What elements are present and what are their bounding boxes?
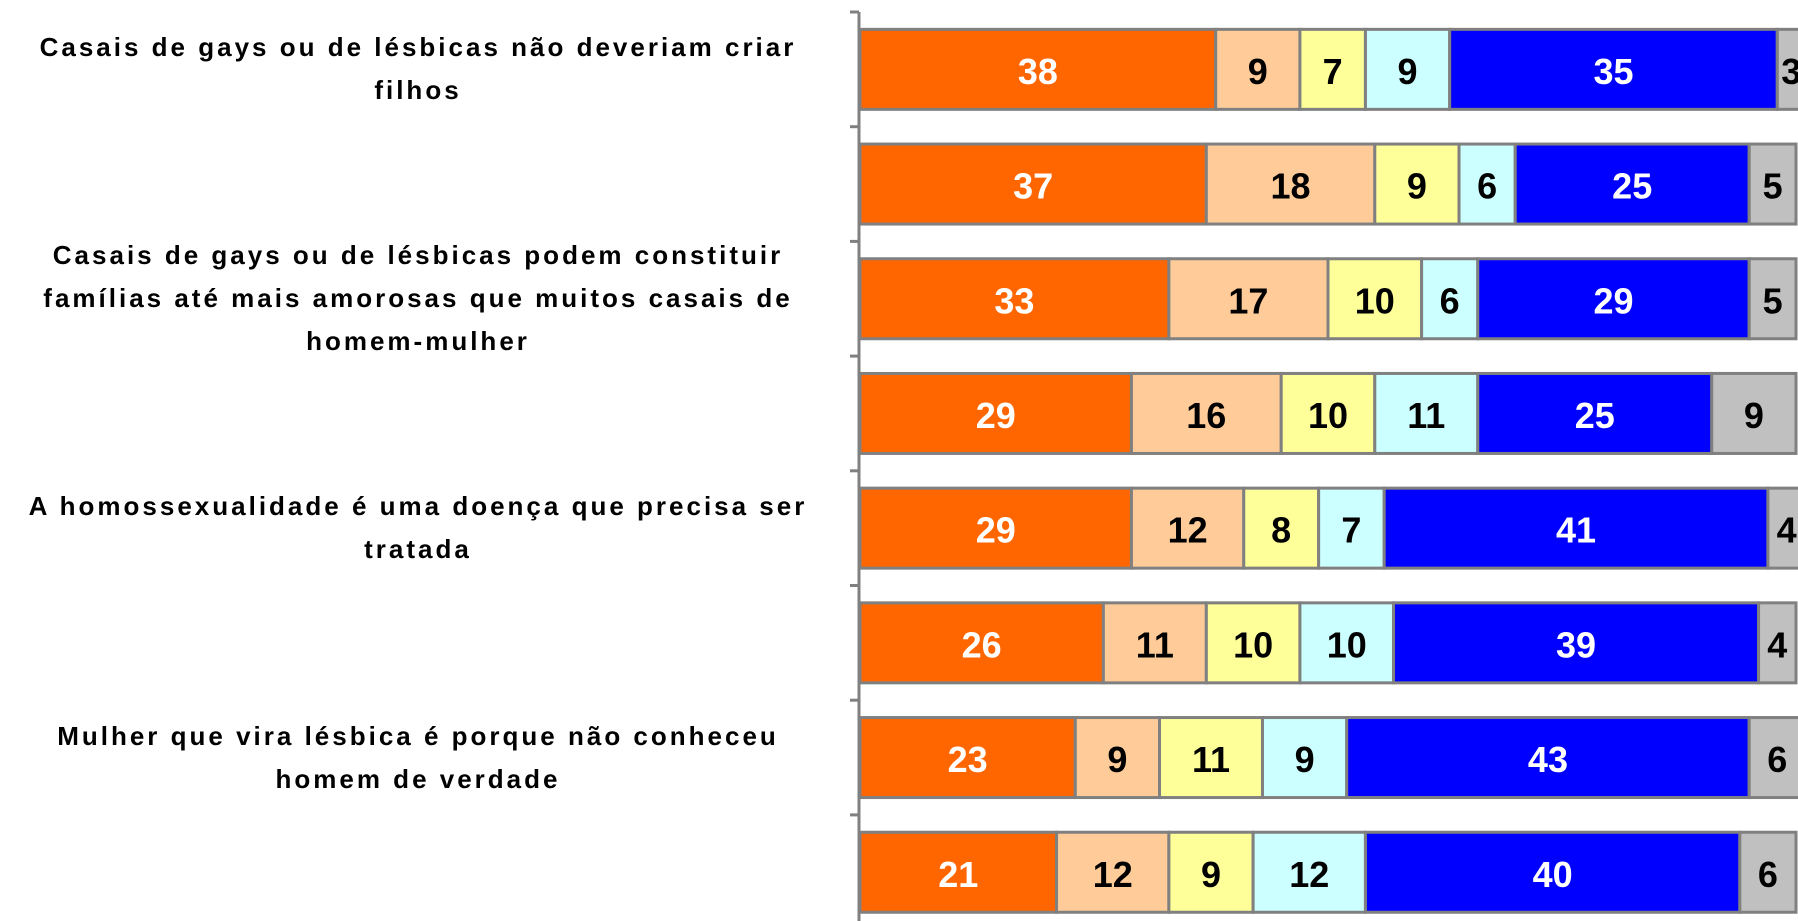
bar-segment — [858, 371, 1133, 455]
bar-segment — [1738, 830, 1798, 914]
bar-segment — [1363, 27, 1452, 111]
bar-segment — [1073, 716, 1162, 800]
category-label: A homossexualidade é uma doença que prec… — [28, 491, 808, 565]
data-label: 12 — [1093, 854, 1133, 895]
data-label: 25 — [1612, 166, 1652, 207]
data-label: 9 — [1407, 166, 1427, 207]
data-label: 7 — [1323, 51, 1343, 92]
bar-segment — [1757, 601, 1798, 685]
bar-segment — [1513, 142, 1751, 226]
data-label: 9 — [1107, 739, 1127, 780]
data-label: 35 — [1593, 51, 1633, 92]
bar-segment — [1167, 257, 1330, 341]
bar-segment — [1298, 27, 1367, 111]
data-label: 23 — [948, 739, 988, 780]
bar-segment — [1747, 257, 1798, 341]
data-label: 6 — [1477, 166, 1497, 207]
bar-segment — [858, 257, 1171, 341]
data-label: 10 — [1308, 395, 1348, 436]
bar-segment — [858, 830, 1059, 914]
bar-segment — [1129, 486, 1246, 570]
bar-segment — [1242, 486, 1321, 570]
data-label: 29 — [1593, 280, 1633, 321]
category-label: Casais de gays ou de lésbicas podem cons… — [43, 240, 793, 357]
bar-segment — [1167, 830, 1255, 914]
bar-segment — [1373, 371, 1480, 455]
data-label: 4 — [1767, 624, 1787, 665]
bar-segment — [1326, 257, 1424, 341]
data-label: 29 — [976, 395, 1016, 436]
data-label: 21 — [938, 854, 978, 895]
data-label: 38 — [1018, 51, 1058, 92]
data-label: 8 — [1271, 510, 1291, 551]
bar-segment — [1298, 601, 1396, 685]
data-label: 37 — [1013, 166, 1053, 207]
data-label: 40 — [1533, 854, 1573, 895]
data-label: 6 — [1758, 854, 1778, 895]
data-label: 41 — [1556, 510, 1596, 551]
data-label: 16 — [1186, 395, 1226, 436]
data-label: 18 — [1271, 166, 1311, 207]
data-label: 33 — [994, 280, 1034, 321]
data-label: 3 — [1781, 51, 1798, 92]
data-label: 10 — [1327, 624, 1367, 665]
bar-segment — [1420, 257, 1480, 341]
data-label: 9 — [1744, 395, 1764, 436]
data-label: 11 — [1407, 395, 1445, 436]
bar-segment — [1214, 27, 1302, 111]
bar-segment — [1279, 371, 1377, 455]
category-label: Mulher que vira lésbica é porque não con… — [57, 720, 779, 794]
bar-segment — [1392, 601, 1761, 685]
data-label: 25 — [1575, 395, 1615, 436]
bar-segment — [1747, 142, 1798, 226]
data-label: 26 — [962, 624, 1002, 665]
bar-segment — [1260, 716, 1349, 800]
bar-segment — [858, 486, 1133, 570]
category-label: Casais de gays ou de lésbicas não deveri… — [39, 32, 797, 106]
data-label: 39 — [1556, 624, 1596, 665]
bar-segment — [1476, 257, 1751, 341]
data-label: 4 — [1777, 510, 1797, 551]
bar-segment — [1055, 830, 1171, 914]
data-label: 9 — [1201, 854, 1221, 895]
data-label: 5 — [1763, 280, 1783, 321]
bar-segment — [1710, 371, 1798, 455]
data-label: 9 — [1248, 51, 1268, 92]
bar-segment — [858, 716, 1077, 800]
data-label: 11 — [1136, 624, 1174, 665]
data-label: 7 — [1341, 510, 1361, 551]
data-label: 11 — [1192, 739, 1230, 780]
data-label: 29 — [976, 510, 1016, 551]
bar-segment — [1766, 486, 1798, 570]
data-label: 9 — [1398, 51, 1418, 92]
data-label: 12 — [1168, 510, 1208, 551]
bar-segment — [1204, 601, 1302, 685]
data-label: 6 — [1767, 739, 1787, 780]
data-label: 10 — [1355, 280, 1395, 321]
bar-segment — [1129, 371, 1283, 455]
data-label: 17 — [1228, 280, 1268, 321]
data-label: 5 — [1763, 166, 1783, 207]
bar-segment — [1317, 486, 1386, 570]
data-label: 6 — [1440, 280, 1460, 321]
bar-segment — [1775, 27, 1798, 111]
data-label: 10 — [1233, 624, 1273, 665]
bar-segment — [1251, 830, 1367, 914]
bar-segment — [1382, 486, 1770, 570]
bar-segment — [1204, 142, 1377, 226]
data-label: 9 — [1295, 739, 1315, 780]
data-label: 43 — [1528, 739, 1568, 780]
bar-segment — [1476, 371, 1714, 455]
data-label: 12 — [1289, 854, 1329, 895]
bar-segment — [1747, 716, 1798, 800]
